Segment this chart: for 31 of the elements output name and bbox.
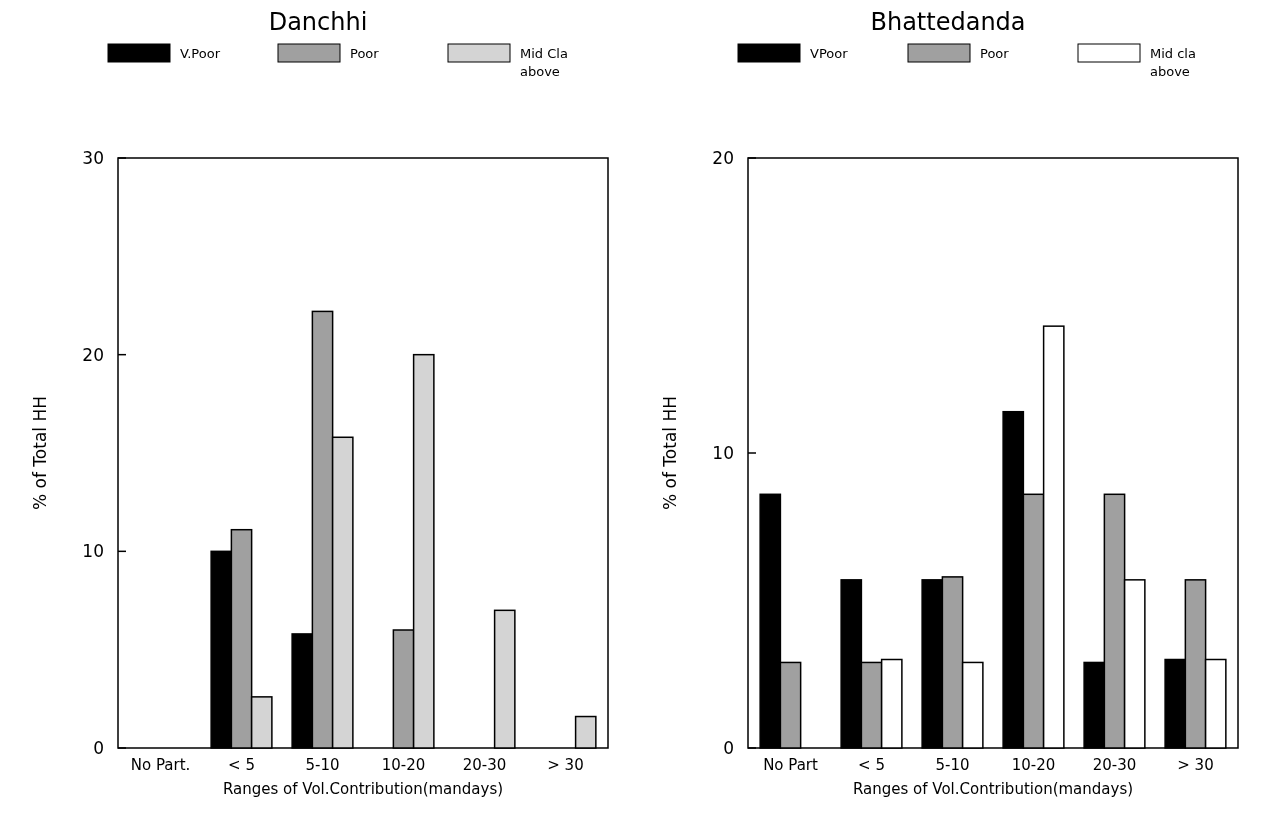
y-tick-label: 10 bbox=[712, 443, 734, 463]
x-axis-title: Ranges of Vol.Contribution(mandays) bbox=[222, 780, 504, 798]
y-axis-title: % of Total HH bbox=[660, 395, 680, 511]
y-axis-title: % of Total HH bbox=[30, 395, 50, 511]
y-tick-label: 30 bbox=[82, 148, 104, 168]
legend-label: Poor bbox=[980, 46, 1010, 61]
x-tick-label: No Part bbox=[763, 756, 819, 774]
y-tick-label: 20 bbox=[82, 344, 104, 365]
x-tick-label: 5-10 bbox=[935, 756, 970, 774]
x-tick-label: 20-30 bbox=[1092, 756, 1137, 774]
y-tick-label: 0 bbox=[93, 738, 104, 758]
y-tick-label: 10 bbox=[82, 541, 104, 562]
x-tick-label: > 30 bbox=[1177, 756, 1214, 774]
x-tick-label: 10-20 bbox=[381, 756, 426, 774]
chart-title: Bhattedanda bbox=[870, 8, 1026, 36]
legend-label: Mid Cla above bbox=[520, 46, 568, 79]
legend-label: V.Poor bbox=[180, 46, 221, 61]
legend-label: Poor bbox=[350, 46, 380, 61]
y-tick-label: 0 bbox=[723, 738, 734, 758]
x-axis-title: Ranges of Vol.Contribution(mandays) bbox=[852, 780, 1134, 798]
legend-label: VPoor bbox=[810, 46, 849, 61]
x-tick-label: 5-10 bbox=[305, 756, 340, 774]
x-tick-label: No Part. bbox=[130, 756, 191, 774]
x-tick-label: < 5 bbox=[228, 756, 255, 774]
chart-title: Danchhi bbox=[268, 8, 368, 36]
x-tick-label: 20-30 bbox=[462, 756, 507, 774]
x-tick-label: < 5 bbox=[858, 756, 885, 774]
x-tick-label: > 30 bbox=[547, 756, 584, 774]
legend-label: Mid cla above bbox=[1150, 46, 1196, 79]
x-tick-label: 10-20 bbox=[1011, 756, 1056, 774]
y-tick-label: 20 bbox=[712, 148, 734, 168]
